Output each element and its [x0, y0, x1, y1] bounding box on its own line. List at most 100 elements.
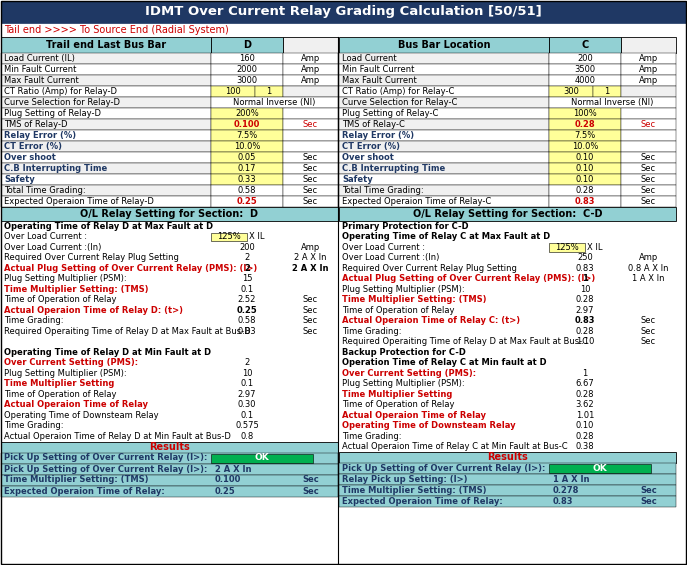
Text: Pick Up Setting of Over Current Relay (I>):: Pick Up Setting of Over Current Relay (I… — [4, 454, 207, 463]
Bar — [621, 141, 676, 152]
Bar — [1, 463, 338, 475]
Text: 2 A X In: 2 A X In — [294, 253, 327, 262]
Text: Expected Operaion Time of Relay:: Expected Operaion Time of Relay: — [4, 486, 165, 496]
Bar — [211, 130, 283, 141]
Text: 300: 300 — [563, 87, 579, 96]
Bar — [283, 108, 338, 119]
Bar — [621, 75, 676, 86]
Text: 2.97: 2.97 — [238, 390, 256, 399]
Text: 1: 1 — [605, 87, 609, 96]
Bar — [1, 475, 338, 485]
Bar — [549, 243, 585, 251]
Bar — [549, 174, 621, 185]
Text: Over Current Setting (PMS):: Over Current Setting (PMS): — [342, 369, 476, 378]
Text: Sec: Sec — [640, 497, 657, 506]
Bar — [621, 163, 676, 174]
Text: Pick Up Setting of Over Current Relay (I>):: Pick Up Setting of Over Current Relay (I… — [342, 464, 545, 473]
Text: Sec: Sec — [302, 486, 319, 496]
Bar — [1, 174, 211, 185]
Bar — [211, 233, 247, 241]
Bar — [1, 37, 211, 53]
Text: O/L Relay Setting for Section:  D: O/L Relay Setting for Section: D — [80, 209, 258, 219]
Text: Plug Setting Multiplier (PSM):: Plug Setting Multiplier (PSM): — [4, 369, 126, 378]
Bar — [339, 37, 549, 53]
Text: X IL: X IL — [587, 243, 602, 252]
Text: 3.62: 3.62 — [576, 400, 594, 409]
Text: 250: 250 — [577, 253, 593, 262]
Text: TMS of Relay-D: TMS of Relay-D — [4, 120, 67, 129]
Bar — [339, 185, 549, 196]
Text: 0.83: 0.83 — [238, 327, 256, 336]
Text: 125%: 125% — [555, 243, 579, 252]
Bar — [283, 37, 338, 53]
Bar — [339, 130, 549, 141]
Text: 2 A X In: 2 A X In — [292, 264, 329, 273]
Text: Load Current: Load Current — [342, 54, 396, 63]
Text: Trail end Last Bus Bar: Trail end Last Bus Bar — [46, 40, 166, 50]
Bar — [283, 185, 338, 196]
Bar — [339, 53, 549, 64]
Bar — [211, 108, 283, 119]
Text: 0.17: 0.17 — [238, 164, 256, 173]
Text: Plug Setting Multiplier (PSM):: Plug Setting Multiplier (PSM): — [4, 274, 126, 283]
Bar — [283, 152, 338, 163]
Text: 0.278: 0.278 — [553, 486, 579, 495]
Text: Total Time Grading:: Total Time Grading: — [4, 186, 86, 195]
Text: C.B Interrupting Time: C.B Interrupting Time — [4, 164, 107, 173]
Bar — [549, 130, 621, 141]
Bar — [1, 1, 686, 23]
Text: Backup Protection for C-D: Backup Protection for C-D — [342, 347, 466, 357]
Bar — [283, 64, 338, 75]
Text: Amp: Amp — [301, 54, 320, 63]
Text: C.B Interrupting Time: C.B Interrupting Time — [342, 164, 445, 173]
Text: Results: Results — [149, 442, 190, 452]
Text: Amp: Amp — [639, 76, 658, 85]
Text: 0.8 A X In: 0.8 A X In — [628, 264, 668, 273]
Text: 0.100: 0.100 — [215, 476, 241, 485]
Text: Sec: Sec — [641, 197, 656, 206]
Text: D: D — [243, 40, 251, 50]
Text: Sec: Sec — [641, 186, 656, 195]
Text: Actual Operaion Time of Relay D at Min Fault at Bus-D: Actual Operaion Time of Relay D at Min F… — [4, 432, 231, 441]
Bar — [1, 108, 211, 119]
Text: Required Operaiting Time of Relay D at Max Fault at Bus-D: Required Operaiting Time of Relay D at M… — [4, 327, 251, 336]
Bar — [211, 152, 283, 163]
Text: 0.83: 0.83 — [553, 497, 574, 506]
Bar — [339, 97, 549, 108]
Text: Normal Inverse (NI): Normal Inverse (NI) — [572, 98, 654, 107]
Text: Amp: Amp — [301, 65, 320, 74]
Text: Operating Time of Relay D at Min Fault at D: Operating Time of Relay D at Min Fault a… — [4, 347, 211, 357]
Text: Expected Operaion Time of Relay-C: Expected Operaion Time of Relay-C — [342, 197, 491, 206]
Text: Time Multiplier Setting: (TMS): Time Multiplier Setting: (TMS) — [4, 476, 148, 485]
Text: Sec: Sec — [303, 175, 318, 184]
Bar — [549, 196, 621, 207]
Text: IDMT Over Current Relay Grading Calculation [50/51]: IDMT Over Current Relay Grading Calculat… — [145, 6, 542, 19]
Text: OK: OK — [593, 464, 607, 473]
Text: 10: 10 — [580, 285, 590, 294]
Text: 0.58: 0.58 — [238, 186, 256, 195]
Text: 7.5%: 7.5% — [574, 131, 596, 140]
Text: Load Current (IL): Load Current (IL) — [4, 54, 75, 63]
Text: Operating Time of Relay C at Max Fault at D: Operating Time of Relay C at Max Fault a… — [342, 232, 550, 241]
Text: 0.33: 0.33 — [238, 175, 256, 184]
Text: Sec: Sec — [303, 153, 318, 162]
Bar — [283, 196, 338, 207]
Text: Time Grading:: Time Grading: — [4, 316, 63, 325]
Bar — [1, 485, 338, 497]
Text: Amp: Amp — [301, 76, 320, 85]
Bar — [1, 86, 211, 97]
Bar — [211, 454, 313, 463]
Text: Min Fault Current: Min Fault Current — [342, 65, 414, 74]
Text: Actual Operaion Time of Relay: Actual Operaion Time of Relay — [342, 411, 486, 420]
Text: Over Load Current :(In): Over Load Current :(In) — [342, 253, 440, 262]
Bar — [339, 196, 549, 207]
Text: O/L Relay Setting for Section:  C-D: O/L Relay Setting for Section: C-D — [413, 209, 602, 219]
Text: Sec: Sec — [302, 476, 319, 485]
Text: Actual Operaion Time of Relay: Actual Operaion Time of Relay — [4, 400, 148, 409]
Text: Actual Operaion Time of Relay D: (t>): Actual Operaion Time of Relay D: (t>) — [4, 306, 183, 315]
Text: 4000: 4000 — [574, 76, 596, 85]
Text: Sec: Sec — [641, 337, 656, 346]
Bar — [283, 75, 338, 86]
Text: Primary Protection for C-D: Primary Protection for C-D — [342, 221, 469, 231]
Text: 0.83: 0.83 — [575, 197, 595, 206]
